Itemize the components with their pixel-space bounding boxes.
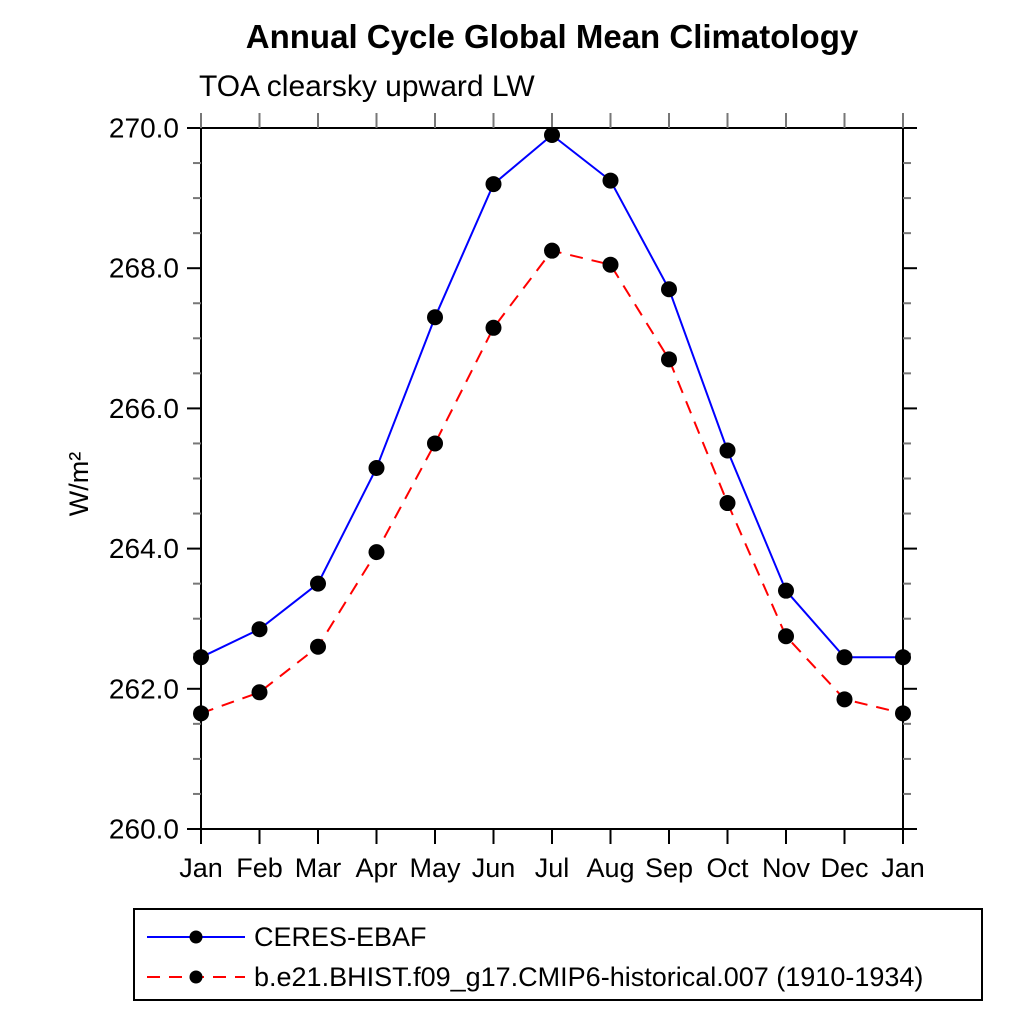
x-tick-label: Jan: [881, 853, 925, 883]
x-tick-label: Oct: [706, 853, 749, 883]
legend-item: CERES-EBAF: [145, 917, 981, 957]
legend-marker: [189, 930, 203, 944]
x-tick-label: Dec: [820, 853, 868, 883]
y-tick-label: 270.0: [109, 113, 179, 144]
plot-frame: [200, 127, 904, 830]
data-point: [427, 309, 443, 326]
data-point: [836, 691, 853, 708]
data-point: [310, 575, 326, 592]
legend-line-sample: [147, 970, 245, 984]
data-point: [661, 281, 677, 298]
data-point: [661, 351, 677, 368]
legend-line-sample: [147, 930, 245, 944]
data-point: [895, 705, 911, 722]
x-tick-label: Feb: [236, 853, 283, 883]
y-tick-label: 262.0: [109, 673, 179, 704]
series-0: [193, 127, 911, 666]
data-point: [895, 649, 911, 666]
x-tick-label: Aug: [586, 853, 634, 883]
legend-label: CERES-EBAF: [254, 921, 427, 952]
data-point: [427, 435, 443, 452]
data-point: [485, 176, 502, 193]
x-tick-label: Sep: [645, 853, 693, 883]
x-tick-label: Jul: [535, 853, 570, 883]
chart-title: Annual Cycle Global Mean Climatology: [245, 18, 859, 55]
x-tick-label: Nov: [762, 853, 811, 883]
data-point: [251, 684, 268, 701]
data-point: [310, 638, 326, 655]
data-point: [368, 544, 385, 561]
y-tick-label: 264.0: [109, 533, 179, 564]
data-point: [193, 649, 209, 666]
data-point: [719, 442, 736, 459]
x-axis: Jan Feb Mar Apr May Jun Jul Aug Sep Oct Nov Dec Jan: [179, 113, 925, 883]
y-tick-label: 266.0: [109, 393, 179, 424]
legend-label: b.e21.BHIST.f09_g17.CMIP6-historical.007…: [254, 961, 924, 992]
data-point: [836, 649, 853, 666]
series-1: [193, 242, 911, 722]
x-tick-label: May: [409, 853, 461, 883]
y-tick-label: 260.0: [109, 814, 179, 845]
data-point: [602, 172, 619, 189]
legend: CERES-EBAF b.e21.BHIST.f09_g17.CMIP6-his…: [133, 908, 983, 1001]
data-point: [251, 621, 268, 638]
data-point: [778, 628, 794, 645]
data-point: [193, 705, 209, 722]
data-point: [544, 242, 560, 259]
legend-item: b.e21.BHIST.f09_g17.CMIP6-historical.007…: [145, 957, 981, 997]
x-tick-label: Mar: [295, 853, 342, 883]
data-point: [368, 459, 385, 476]
y-axis: 260.0 262.0 264.0 266.0 268.0 270.0: [109, 113, 917, 845]
x-tick-label: Jan: [179, 853, 223, 883]
data-point: [778, 582, 794, 599]
chart-subtitle: TOA clearsky upward LW: [199, 70, 535, 103]
data-point: [602, 256, 619, 273]
data-point: [485, 319, 502, 336]
y-tick-label: 268.0: [109, 253, 179, 284]
x-tick-label: Jun: [472, 853, 516, 883]
data-point: [719, 495, 736, 512]
legend-marker: [189, 970, 203, 984]
x-tick-label: Apr: [355, 853, 397, 883]
data-point: [544, 127, 560, 144]
